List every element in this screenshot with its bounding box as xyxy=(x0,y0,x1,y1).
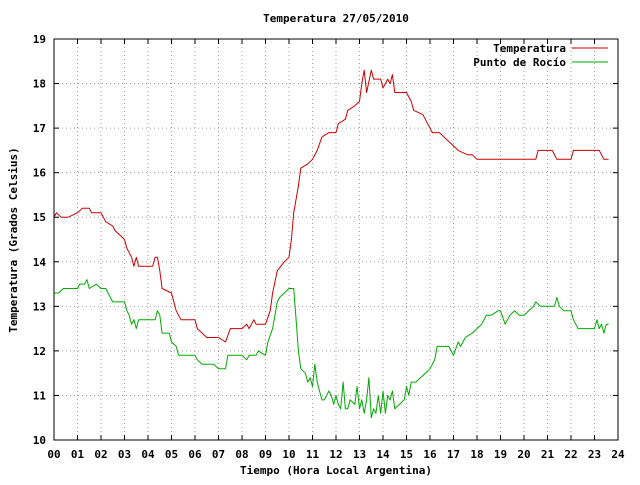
x-tick-label: 09 xyxy=(259,448,272,461)
x-tick-label: 15 xyxy=(400,448,413,461)
x-tick-label: 11 xyxy=(306,448,320,461)
series-line-temperatura xyxy=(53,69,609,343)
legend-label-punto-de-rocio: Punto de Rocío xyxy=(473,56,566,69)
x-tick-label: 08 xyxy=(235,448,248,461)
chart-title: Temperatura 27/05/2010 xyxy=(263,12,409,25)
x-tick-label: 01 xyxy=(71,448,85,461)
x-tick-label: 19 xyxy=(494,448,507,461)
x-tick-label: 00 xyxy=(47,448,60,461)
y-tick-label: 10 xyxy=(33,434,46,447)
y-axis: 10 11 12 13 14 15 16 17 18 19 xyxy=(33,33,618,447)
x-axis: 00 01 02 03 04 05 06 07 08 09 10 11 12 13 14 15 16 17 18 19… xyxy=(47,39,625,461)
x-tick-label: 10 xyxy=(282,448,295,461)
y-tick-label: 18 xyxy=(33,78,46,91)
x-tick-label: 20 xyxy=(517,448,530,461)
x-axis-label: Tiempo (Hora Local Argentina) xyxy=(240,464,432,477)
x-tick-label: 22 xyxy=(564,448,577,461)
y-tick-label: 13 xyxy=(33,300,46,313)
y-tick-label: 17 xyxy=(33,122,46,135)
y-tick-label: 11 xyxy=(33,389,47,402)
x-tick-label: 18 xyxy=(470,448,483,461)
x-tick-label: 05 xyxy=(165,448,178,461)
x-tick-label: 13 xyxy=(353,448,366,461)
x-tick-label: 23 xyxy=(588,448,601,461)
x-tick-label: 06 xyxy=(188,448,202,461)
y-tick-label: 15 xyxy=(33,211,46,224)
x-tick-label: 04 xyxy=(141,448,155,461)
series-lines xyxy=(53,69,609,419)
legend-label-temperatura: Temperatura xyxy=(493,42,566,55)
y-axis-label: Temperatura (Grados Celsius) xyxy=(7,147,20,332)
x-tick-label: 03 xyxy=(118,448,131,461)
x-tick-label: 24 xyxy=(611,448,625,461)
y-tick-label: 19 xyxy=(33,33,46,46)
x-tick-label: 21 xyxy=(541,448,555,461)
x-tick-label: 14 xyxy=(376,448,390,461)
y-tick-label: 14 xyxy=(33,256,47,269)
x-tick-label: 17 xyxy=(447,448,460,461)
x-tick-label: 12 xyxy=(329,448,342,461)
x-tick-label: 07 xyxy=(212,448,225,461)
y-tick-label: 12 xyxy=(33,345,46,358)
x-tick-label: 02 xyxy=(94,448,107,461)
grid xyxy=(54,39,618,440)
y-tick-label: 16 xyxy=(33,167,47,180)
x-tick-label: 16 xyxy=(423,448,437,461)
series-line-punto-de-rocio xyxy=(54,279,609,419)
